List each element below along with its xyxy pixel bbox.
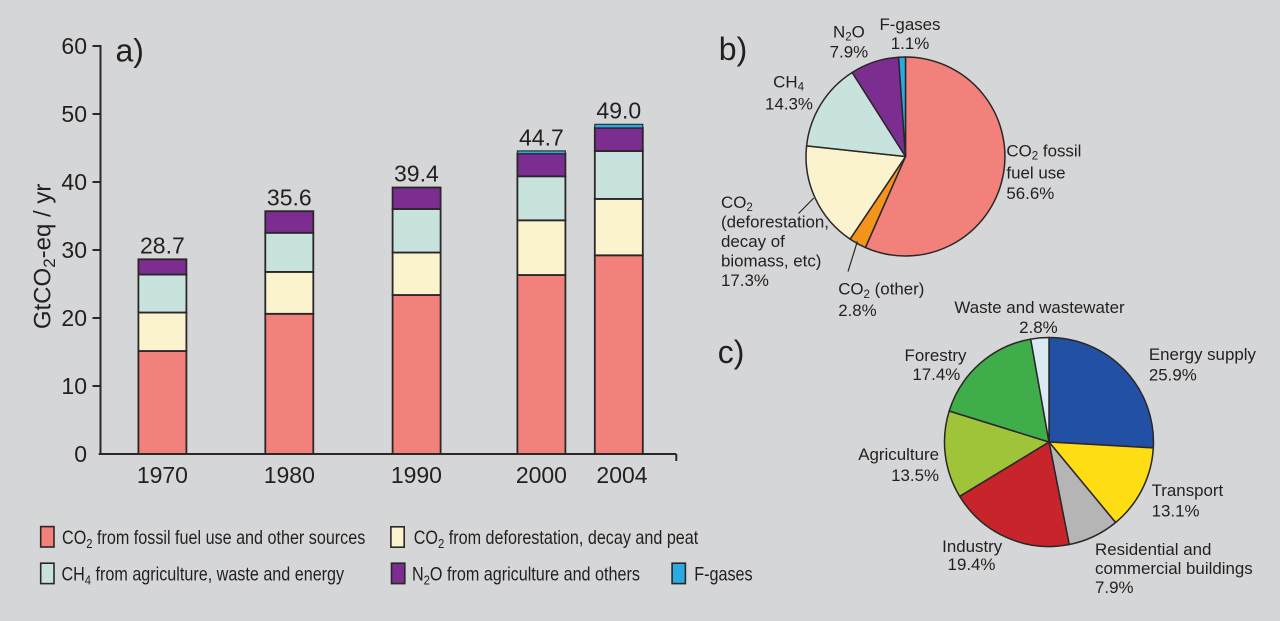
- svg-text:CO2 fossil: CO2 fossil: [1006, 141, 1081, 162]
- svg-text:Waste and wastewater: Waste and wastewater: [954, 298, 1125, 317]
- svg-text:28.7: 28.7: [140, 233, 185, 259]
- svg-text:Residential and: Residential and: [1095, 540, 1211, 559]
- svg-text:N2O from agriculture and other: N2O from agriculture and others: [412, 563, 640, 587]
- svg-text:10: 10: [61, 373, 87, 399]
- svg-text:biomass, etc): biomass, etc): [721, 251, 821, 270]
- svg-text:2.8%: 2.8%: [1019, 318, 1058, 337]
- svg-text:(deforestation,: (deforestation,: [721, 212, 829, 231]
- svg-text:a): a): [116, 33, 144, 69]
- svg-text:fuel use: fuel use: [1006, 164, 1065, 183]
- svg-text:25.9%: 25.9%: [1149, 366, 1197, 385]
- svg-text:2004: 2004: [596, 462, 647, 488]
- svg-text:CH4 from agriculture, waste an: CH4 from agriculture, waste and energy: [61, 563, 344, 587]
- svg-text:b): b): [719, 31, 747, 67]
- svg-text:CO2 from deforestation, decay: CO2 from deforestation, decay and peat: [414, 527, 699, 551]
- svg-text:decay of: decay of: [721, 232, 785, 251]
- svg-text:CO2: CO2: [721, 193, 753, 214]
- svg-text:56.6%: 56.6%: [1006, 184, 1054, 203]
- svg-text:49.0: 49.0: [596, 98, 641, 124]
- svg-text:35.6: 35.6: [267, 185, 312, 211]
- svg-text:13.1%: 13.1%: [1152, 502, 1200, 521]
- svg-text:17.3%: 17.3%: [721, 271, 769, 290]
- svg-text:14.3%: 14.3%: [765, 95, 813, 114]
- svg-text:CH4: CH4: [773, 73, 804, 94]
- svg-text:17.4%: 17.4%: [912, 365, 960, 384]
- svg-text:Transport: Transport: [1152, 481, 1224, 500]
- svg-text:2.8%: 2.8%: [838, 301, 877, 320]
- svg-text:7.9%: 7.9%: [1095, 578, 1134, 597]
- svg-text:c): c): [718, 334, 745, 370]
- svg-text:1970: 1970: [137, 462, 188, 488]
- svg-text:40: 40: [61, 169, 87, 195]
- svg-text:F-gases: F-gases: [879, 15, 940, 34]
- svg-text:Agriculture: Agriculture: [858, 445, 939, 464]
- svg-text:N2O: N2O: [833, 23, 865, 44]
- svg-text:30: 30: [61, 237, 87, 263]
- svg-text:13.5%: 13.5%: [891, 466, 939, 485]
- svg-text:1.1%: 1.1%: [891, 34, 930, 53]
- svg-text:0: 0: [74, 441, 87, 467]
- svg-text:F-gases: F-gases: [694, 563, 752, 585]
- svg-text:commercial buildings: commercial buildings: [1095, 559, 1253, 578]
- svg-text:GtCO2-eq / yr: GtCO2-eq / yr: [30, 184, 60, 330]
- svg-text:Energy supply: Energy supply: [1149, 345, 1257, 364]
- svg-text:19.4%: 19.4%: [948, 555, 996, 574]
- svg-text:39.4: 39.4: [394, 161, 439, 187]
- svg-text:2000: 2000: [516, 462, 567, 488]
- svg-text:20: 20: [61, 305, 87, 331]
- svg-text:1990: 1990: [391, 462, 442, 488]
- svg-text:Forestry: Forestry: [905, 346, 967, 365]
- svg-text:CO2 (other): CO2 (other): [838, 280, 924, 301]
- svg-text:1980: 1980: [264, 462, 315, 488]
- svg-text:60: 60: [61, 33, 87, 59]
- svg-text:Industry: Industry: [942, 537, 1003, 556]
- svg-text:44.7: 44.7: [519, 125, 564, 151]
- svg-text:CO2 from fossil fuel use and o: CO2 from fossil fuel use and other sourc…: [62, 527, 365, 551]
- svg-text:50: 50: [61, 101, 87, 127]
- svg-text:7.9%: 7.9%: [830, 43, 869, 62]
